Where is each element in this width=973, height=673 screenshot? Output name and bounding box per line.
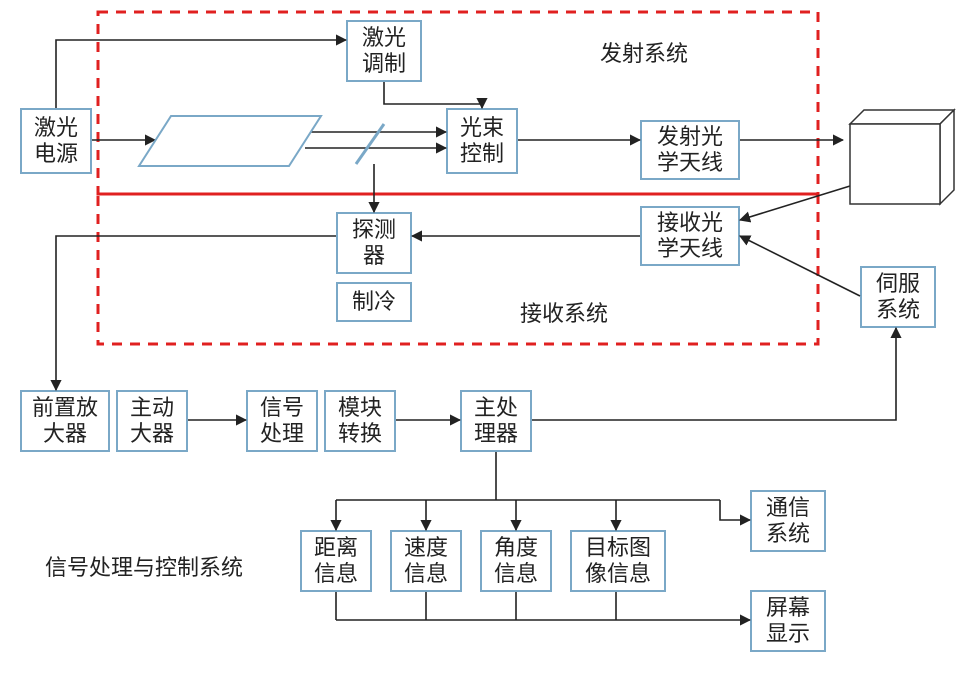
node-speed_info: 速度 信息 <box>390 530 462 592</box>
beam-splitter <box>356 124 384 164</box>
node-modconv: 模块 转换 <box>324 390 396 452</box>
node-label-sigproc: 信号 处理 <box>260 395 304 448</box>
node-dist_info: 距离 信息 <box>300 530 372 592</box>
edge-10 <box>56 236 336 390</box>
node-rx_antenna: 接收光 学天线 <box>640 206 740 266</box>
node-label-speed_info: 速度 信息 <box>404 535 448 588</box>
edge-14 <box>740 236 860 296</box>
node-label-laser: 激光器 <box>197 125 263 157</box>
node-label-tx_antenna: 发射光 学天线 <box>657 124 723 177</box>
node-img_info: 目标图 像信息 <box>570 530 666 592</box>
node-label-modconv: 模块 转换 <box>338 395 382 448</box>
section-label-emit: 发射系统 <box>600 36 688 68</box>
node-laser_ps: 激光 电源 <box>20 108 92 174</box>
node-beam_ctrl: 光束 控制 <box>446 108 518 174</box>
edge-7 <box>740 186 850 220</box>
node-cooling: 制冷 <box>336 282 412 322</box>
node-display: 屏幕 显示 <box>750 590 826 652</box>
node-sigproc: 信号 处理 <box>246 390 318 452</box>
node-label-mainamp: 主动 大器 <box>130 395 174 448</box>
node-label-laser_ps: 激光 电源 <box>34 115 78 168</box>
section-label-recv: 接收系统 <box>520 296 608 328</box>
node-label-cooling: 制冷 <box>352 289 396 315</box>
node-label-wrap-target: 目标 物体 <box>850 124 940 204</box>
edge-21 <box>720 500 750 520</box>
node-label-wrap-laser: 激光器 <box>155 116 305 166</box>
node-label-angle_info: 角度 信息 <box>494 535 538 588</box>
section-label-text-emit: 发射系统 <box>600 41 688 66</box>
diagram-canvas: 激光 电源 激光 调制激光器 光束 控制 发射光 学天线接收光 学天线 目标 物体探测 … <box>0 0 973 673</box>
node-label-servo: 伺服 系统 <box>876 271 920 324</box>
node-mainproc: 主处 理器 <box>460 390 532 452</box>
node-servo: 伺服 系统 <box>860 266 936 328</box>
node-label-detector: 探测 器 <box>352 217 396 270</box>
node-comm: 通信 系统 <box>750 490 826 552</box>
node-label-dist_info: 距离 信息 <box>314 535 358 588</box>
node-label-laser_mod: 激光 调制 <box>362 25 406 78</box>
section-label-text-sigctrl: 信号处理与控制系统 <box>45 555 243 580</box>
node-preamp: 前置放 大器 <box>20 390 110 452</box>
node-label-target: 目标 物体 <box>873 132 917 196</box>
node-label-mainproc: 主处 理器 <box>474 395 518 448</box>
section-label-text-recv: 接收系统 <box>520 301 608 326</box>
node-label-img_info: 目标图 像信息 <box>585 535 651 588</box>
node-tx_antenna: 发射光 学天线 <box>640 120 740 180</box>
section-label-sigctrl: 信号处理与控制系统 <box>45 550 243 582</box>
edge-13 <box>532 328 896 420</box>
node-label-preamp: 前置放 大器 <box>32 395 98 448</box>
edge-0 <box>56 40 346 108</box>
node-label-beam_ctrl: 光束 控制 <box>460 115 504 168</box>
node-label-rx_antenna: 接收光 学天线 <box>657 210 723 263</box>
node-laser_mod: 激光 调制 <box>346 20 422 82</box>
node-label-display: 屏幕 显示 <box>766 595 810 648</box>
node-angle_info: 角度 信息 <box>480 530 552 592</box>
node-label-comm: 通信 系统 <box>766 495 810 548</box>
node-mainamp: 主动 大器 <box>116 390 188 452</box>
edge-4 <box>384 82 482 108</box>
node-detector: 探测 器 <box>336 212 412 274</box>
